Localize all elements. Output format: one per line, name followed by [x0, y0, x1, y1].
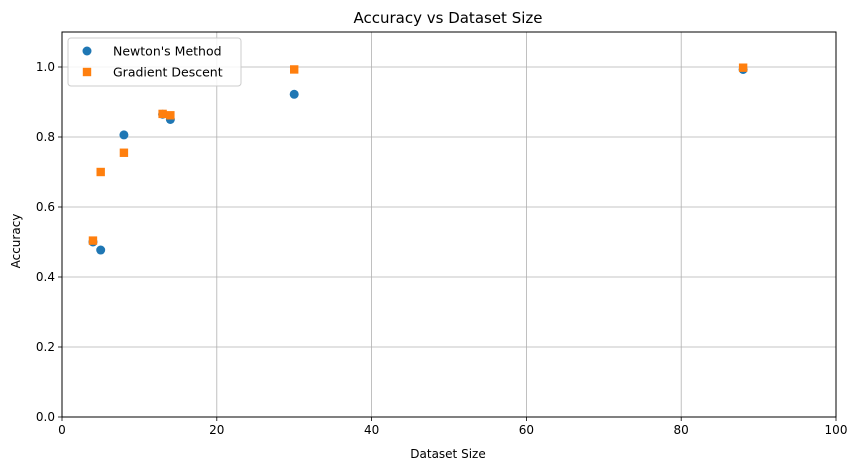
y-tick-label: 1.0	[36, 60, 55, 74]
legend-circle-marker	[82, 46, 92, 56]
y-axis-label: Accuracy	[9, 214, 23, 269]
legend: Newton's Method Gradient Descent	[67, 37, 242, 87]
gradient-descent-point	[119, 148, 129, 157]
gradient-descent-point	[96, 167, 105, 177]
gradient-descent-point	[88, 236, 98, 245]
legend-marker	[82, 46, 92, 56]
chart-title: Accuracy vs Dataset Size	[353, 9, 542, 27]
y-tick-label: 0.0	[36, 410, 55, 424]
y-tick-label: 0.8	[36, 130, 55, 144]
x-tick-label: 0	[58, 423, 66, 437]
legend-square-marker	[82, 67, 92, 77]
y-tick-label: 0.4	[36, 270, 55, 284]
x-axis: 0 20 40 60 80 100	[58, 417, 847, 437]
x-tick-label: 100	[825, 423, 848, 437]
grid	[61, 32, 837, 418]
y-tick-label: 0.2	[36, 340, 55, 354]
y-tick-label: 0.6	[36, 200, 55, 214]
legend-label: Newton's Method	[113, 44, 222, 59]
legend-box	[67, 37, 242, 87]
x-tick-label: 80	[674, 423, 689, 437]
gradient-descent-point	[166, 111, 175, 120]
legend-marker	[82, 67, 92, 77]
gradient-descent-point	[290, 65, 299, 74]
newtons-method-point	[289, 89, 299, 99]
x-tick-label: 40	[364, 423, 379, 437]
x-tick-label: 20	[209, 423, 224, 437]
newtons-method-point	[96, 245, 106, 255]
x-axis-label: Dataset Size	[410, 447, 485, 461]
x-tick-label: 60	[519, 423, 534, 437]
gradient-descent-point	[158, 109, 167, 119]
data-points	[88, 63, 748, 255]
plot-area	[61, 31, 837, 418]
y-axis: 0.0 0.2 0.4 0.6 0.8 1.0	[36, 60, 62, 424]
legend-label: Gradient Descent	[113, 65, 223, 80]
gradient-descent-point	[738, 63, 748, 72]
newtons-method-point	[119, 130, 129, 140]
